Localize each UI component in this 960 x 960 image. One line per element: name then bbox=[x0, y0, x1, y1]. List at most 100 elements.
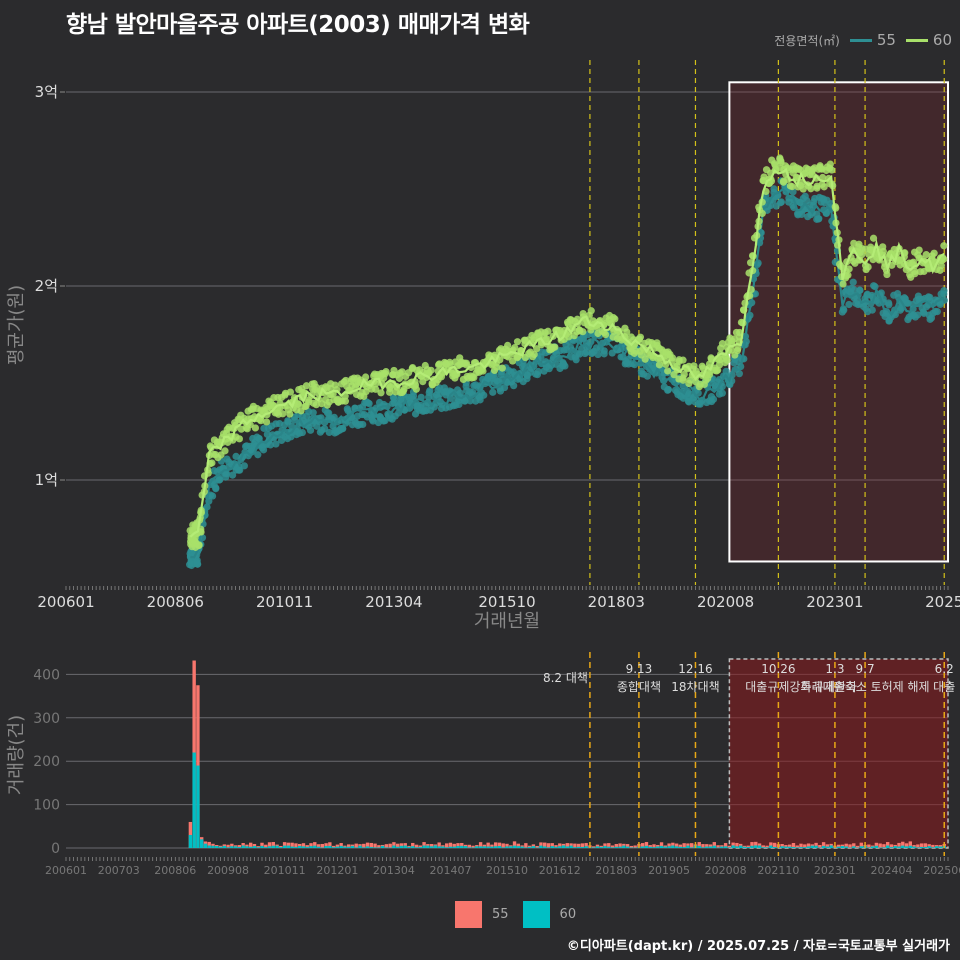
price-point bbox=[844, 271, 852, 279]
volume-bar bbox=[735, 846, 739, 848]
volume-bar bbox=[821, 842, 826, 848]
volume-bar bbox=[316, 844, 321, 848]
volume-bar bbox=[297, 845, 302, 848]
legend-swatch-60 bbox=[522, 901, 550, 928]
volume-bar bbox=[346, 846, 351, 848]
volume-bar bbox=[365, 846, 370, 848]
volume-bar bbox=[550, 846, 554, 848]
price-point bbox=[291, 416, 299, 424]
volume-bar bbox=[339, 843, 343, 848]
volume-bar bbox=[539, 842, 543, 848]
policy-label-date: 10.26 bbox=[761, 662, 795, 676]
volume-bar bbox=[648, 846, 652, 848]
price-point bbox=[931, 307, 939, 316]
price-point bbox=[325, 409, 333, 417]
price-point bbox=[513, 338, 522, 346]
price-point bbox=[723, 356, 731, 364]
volume-bar bbox=[584, 843, 588, 848]
volume-bar bbox=[535, 845, 539, 848]
bottom-x-tick-label: 201201 bbox=[316, 864, 358, 877]
price-point bbox=[828, 166, 836, 174]
volume-bar bbox=[810, 845, 815, 848]
volume-bar bbox=[460, 842, 464, 848]
volume-bar bbox=[343, 846, 347, 848]
price-point bbox=[195, 541, 203, 550]
volume-bar bbox=[708, 844, 713, 848]
price-point bbox=[325, 428, 333, 437]
bottom-y-tick-label: 0 bbox=[51, 841, 60, 857]
volume-bar bbox=[554, 846, 558, 848]
volume-bar bbox=[395, 846, 400, 848]
volume-bar bbox=[923, 846, 928, 848]
price-series-60 bbox=[186, 154, 948, 551]
x-axis-title: 거래년월 bbox=[474, 611, 540, 632]
price-point bbox=[359, 420, 367, 429]
price-point bbox=[718, 389, 726, 397]
volume-bar bbox=[754, 841, 758, 848]
bottom-y-tick-label: 400 bbox=[33, 667, 60, 683]
volume-bar bbox=[697, 845, 701, 848]
volume-bar bbox=[799, 847, 803, 848]
price-point bbox=[919, 308, 927, 316]
volume-bar bbox=[358, 845, 362, 848]
volume-bar bbox=[294, 846, 298, 848]
volume-bar bbox=[267, 846, 272, 848]
policy-label-name: 종합대책 bbox=[617, 679, 661, 694]
price-point bbox=[533, 345, 541, 353]
price-point bbox=[840, 306, 848, 314]
price-point bbox=[813, 184, 821, 192]
volume-bar bbox=[803, 847, 807, 848]
volume-bar bbox=[497, 842, 502, 848]
volume-bar bbox=[490, 846, 494, 848]
volume-bar bbox=[874, 845, 879, 848]
x-tick-label: 201803 bbox=[588, 593, 645, 611]
price-point bbox=[493, 363, 501, 371]
volume-bar bbox=[264, 847, 268, 848]
volume-bar bbox=[313, 842, 317, 848]
price-point bbox=[940, 255, 948, 263]
price-point bbox=[820, 183, 828, 191]
price-point bbox=[372, 385, 380, 393]
price-point bbox=[480, 391, 488, 399]
top-legend: 전용면적(㎡) 55 60 bbox=[774, 31, 952, 49]
volume-bar bbox=[512, 841, 517, 848]
volume-bar bbox=[663, 846, 668, 848]
volume-bar bbox=[806, 846, 811, 848]
x-tick-label: 201510 bbox=[478, 593, 535, 611]
volume-bar-60 bbox=[188, 834, 193, 848]
price-point bbox=[240, 462, 248, 470]
volume-bar bbox=[384, 844, 389, 848]
volume-bar bbox=[923, 843, 928, 848]
volume-bar bbox=[407, 846, 411, 848]
price-point bbox=[845, 265, 853, 273]
price-point bbox=[915, 246, 923, 254]
price-point bbox=[788, 182, 796, 191]
volume-bar bbox=[727, 847, 732, 848]
legend-line-55 bbox=[849, 38, 872, 42]
volume-bar bbox=[750, 842, 754, 848]
volume-bar-60 bbox=[203, 843, 208, 848]
volume-bar bbox=[576, 846, 581, 848]
volume-bar bbox=[904, 846, 909, 848]
x-tick-label: 202008 bbox=[697, 593, 754, 611]
volume-bar bbox=[535, 847, 539, 848]
volume-bar bbox=[497, 846, 502, 848]
price-point bbox=[680, 370, 688, 378]
bottom-x-tick-label: 201407 bbox=[429, 864, 471, 877]
price-point bbox=[510, 382, 518, 390]
price-point bbox=[255, 434, 263, 443]
price-point bbox=[222, 470, 231, 478]
volume-bar bbox=[305, 846, 309, 848]
volume-bar bbox=[591, 847, 596, 848]
price-point bbox=[685, 379, 693, 388]
volume-bar bbox=[818, 847, 822, 848]
volume-bar bbox=[260, 842, 264, 848]
volume-bar bbox=[380, 845, 385, 848]
volume-bar bbox=[233, 846, 238, 848]
price-line-55 bbox=[190, 188, 945, 559]
volume-bar bbox=[859, 842, 864, 848]
price-point bbox=[839, 280, 847, 288]
price-point bbox=[858, 251, 866, 259]
volume-bar bbox=[467, 844, 472, 848]
volume-bar bbox=[889, 844, 894, 848]
